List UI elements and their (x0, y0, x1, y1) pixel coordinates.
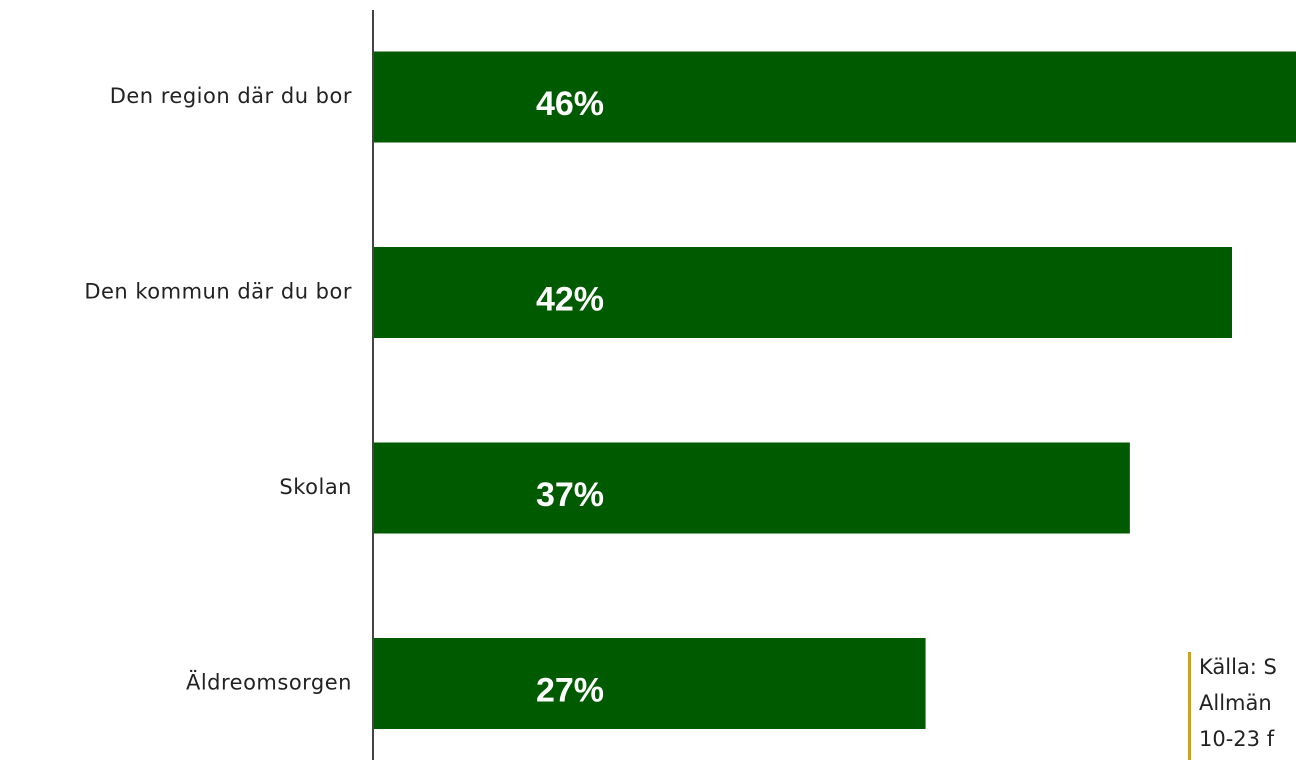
value-label: 46% (536, 85, 604, 123)
bar (374, 638, 926, 729)
category-label: Den kommun där du bor (84, 280, 352, 304)
value-label: 37% (536, 476, 604, 514)
source-note: Allmän (1199, 691, 1272, 715)
source-note: Källa: S (1199, 655, 1277, 679)
bar (374, 442, 1130, 534)
category-label: Äldreomsorgen (186, 670, 352, 695)
value-label: 42% (536, 280, 604, 318)
category-label: Skolan (279, 475, 352, 499)
bar (374, 247, 1232, 338)
bar (374, 51, 1296, 143)
source-accent (1188, 652, 1191, 760)
source-note: 10-23 f (1199, 727, 1275, 751)
category-label: Den region där du bor (110, 84, 352, 108)
value-label: 27% (536, 671, 604, 709)
